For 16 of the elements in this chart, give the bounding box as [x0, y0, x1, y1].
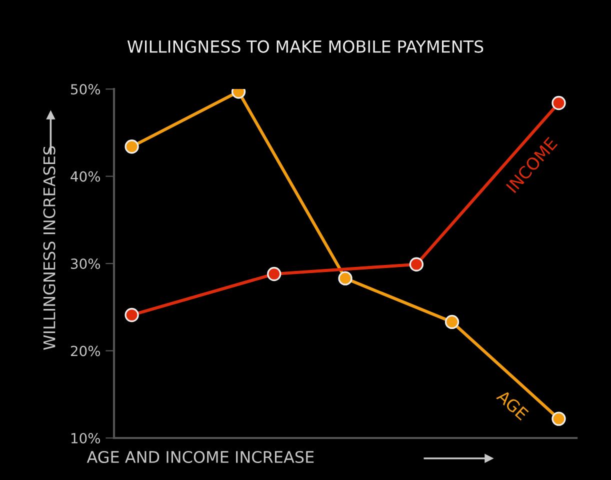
chart-title: WILLINGNESS TO MAKE MOBILE PAYMENTS [127, 40, 484, 53]
point [552, 96, 566, 110]
x-axis-title: AGE AND INCOME INCREASE [86, 450, 314, 464]
point [124, 308, 139, 322]
point [338, 271, 352, 286]
y-tick-label: 30% [71, 258, 100, 269]
y-tick-label: 50% [71, 84, 100, 95]
y-tick-label: 10% [71, 432, 100, 444]
y-axis-title: WILLINGNESS INCREASES [43, 146, 56, 350]
point [124, 140, 139, 154]
point [409, 257, 424, 272]
y-tick-label: 20% [70, 346, 100, 356]
y-tick-label: 40% [70, 171, 100, 182]
point [267, 266, 282, 282]
point [444, 314, 460, 330]
point [552, 412, 566, 426]
